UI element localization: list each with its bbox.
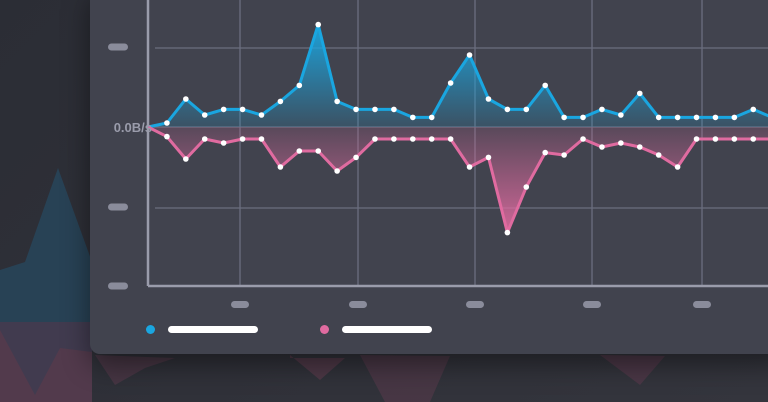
- x-tick-label: [583, 301, 601, 308]
- data-point: [391, 136, 397, 142]
- data-point: [220, 140, 227, 146]
- data-point: [353, 106, 359, 113]
- x-tick-label: [693, 301, 711, 308]
- series-points: [164, 21, 757, 236]
- data-point: [334, 98, 340, 105]
- legend-label-download: [342, 326, 432, 333]
- data-point: [523, 184, 530, 190]
- data-point: [485, 154, 492, 161]
- data-point: [580, 114, 586, 121]
- data-point: [372, 136, 378, 142]
- data-point: [183, 156, 189, 162]
- series-line-1: [147, 125, 768, 235]
- data-point: [693, 136, 700, 142]
- y-axis-zero-label: 0.0B/s: [113, 120, 152, 135]
- chart-card: 0.0B/s: [90, 0, 768, 354]
- legend-marker-upload: [146, 325, 155, 334]
- legend-label-upload: [168, 326, 258, 333]
- data-point: [485, 96, 492, 102]
- y-tick-label: [108, 203, 128, 211]
- data-point: [277, 98, 284, 105]
- data-point: [504, 106, 511, 113]
- data-point: [731, 136, 738, 142]
- data-point: [674, 164, 681, 170]
- data-point: [183, 96, 189, 102]
- data-point: [220, 106, 227, 113]
- data-point: [674, 114, 681, 121]
- series-area-1: [148, 127, 768, 233]
- data-point: [599, 144, 605, 150]
- data-point: [201, 112, 208, 118]
- data-point: [636, 90, 643, 97]
- data-point: [466, 164, 473, 170]
- data-point: [712, 114, 719, 121]
- data-point: [466, 52, 473, 58]
- data-point: [447, 80, 454, 86]
- data-point: [164, 120, 170, 126]
- data-point: [164, 133, 170, 140]
- data-point: [636, 144, 643, 150]
- data-point: [447, 136, 454, 142]
- data-point: [580, 136, 586, 142]
- data-point: [372, 106, 378, 113]
- data-point: [731, 114, 738, 121]
- data-point: [693, 114, 700, 121]
- data-point: [561, 114, 567, 121]
- data-point: [277, 164, 284, 170]
- x-tick-label: [231, 301, 249, 308]
- data-point: [750, 106, 757, 113]
- data-point: [410, 114, 416, 121]
- y-tick-label: [108, 282, 128, 290]
- data-point: [428, 136, 435, 142]
- series-line-0: [147, 23, 768, 129]
- data-point: [542, 149, 548, 156]
- data-point: [618, 112, 624, 118]
- legend-marker-download: [320, 325, 329, 334]
- data-point: [239, 136, 246, 142]
- series-lines: [147, 23, 768, 235]
- x-tick-label: [349, 301, 367, 308]
- data-point: [561, 152, 567, 158]
- data-point: [391, 106, 397, 113]
- data-point: [296, 82, 303, 89]
- data-point: [599, 106, 605, 113]
- data-point: [410, 136, 416, 142]
- y-axis-ticks: [108, 43, 128, 290]
- data-point: [618, 140, 624, 146]
- data-point: [258, 112, 265, 118]
- data-point: [201, 136, 208, 142]
- x-tick-label: [466, 301, 484, 308]
- data-point: [315, 21, 322, 28]
- data-point: [315, 148, 322, 154]
- series-areas: [148, 24, 768, 233]
- x-axis-ticks: [231, 301, 711, 308]
- data-point: [655, 152, 662, 158]
- data-point: [750, 136, 757, 142]
- data-point: [258, 136, 265, 142]
- data-point: [296, 148, 303, 154]
- data-point: [353, 154, 359, 161]
- data-point: [523, 106, 530, 113]
- data-point: [542, 82, 548, 89]
- data-point: [712, 136, 719, 142]
- data-point: [655, 114, 662, 121]
- data-point: [239, 106, 246, 113]
- series-area-0: [148, 24, 768, 127]
- traffic-chart: [108, 0, 768, 308]
- data-point: [504, 229, 511, 236]
- y-tick-label: [108, 43, 128, 51]
- data-point: [334, 168, 340, 174]
- data-point: [428, 114, 435, 121]
